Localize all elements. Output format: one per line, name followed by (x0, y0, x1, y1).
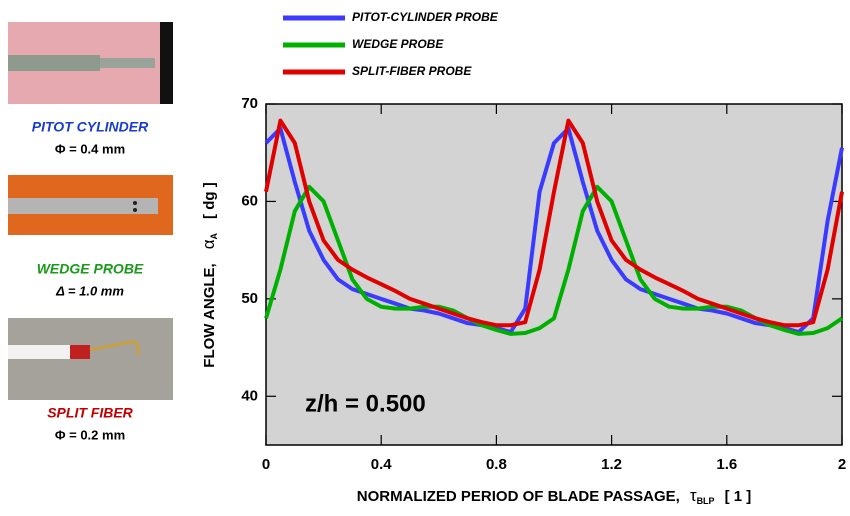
probe-photo (8, 175, 173, 235)
x-tick-label: 0.8 (486, 456, 507, 473)
x-tick-label: 2 (838, 456, 846, 473)
probe-size: Φ = 0.4 mm (55, 141, 125, 156)
x-axis-label: NORMALIZED PERIOD OF BLADE PASSAGE, τBLP[… (357, 486, 751, 506)
legend-label: WEDGE PROBE (352, 37, 444, 51)
probe-name: SPLIT FIBER (47, 405, 133, 421)
probe-photo (8, 22, 173, 104)
y-tick-label: 70 (241, 95, 258, 112)
series-line (264, 118, 844, 328)
legend-label: PITOT-CYLINDER PROBE (352, 10, 499, 24)
x-tick-label: 1.2 (601, 456, 622, 473)
y-tick-label: 60 (241, 192, 258, 209)
probe-photo (8, 318, 173, 400)
y-axis-label: FLOW ANGLE,αA[ dg ] (199, 182, 219, 367)
probe-size: Φ = 0.2 mm (55, 427, 125, 442)
x-tick-label: 0.4 (371, 456, 393, 473)
probe-name: WEDGE PROBE (37, 261, 144, 277)
probe-size: Δ = 1.0 mm (55, 283, 124, 298)
probe-name: PITOT CYLINDER (32, 119, 149, 135)
annotation: z/h = 0.500 (305, 390, 426, 417)
y-tick-label: 50 (241, 290, 258, 307)
legend-label: SPLIT-FIBER PROBE (352, 64, 472, 78)
x-tick-label: 0 (262, 456, 270, 473)
x-tick-label: 1.6 (716, 456, 737, 473)
y-tick-label: 40 (241, 387, 258, 404)
